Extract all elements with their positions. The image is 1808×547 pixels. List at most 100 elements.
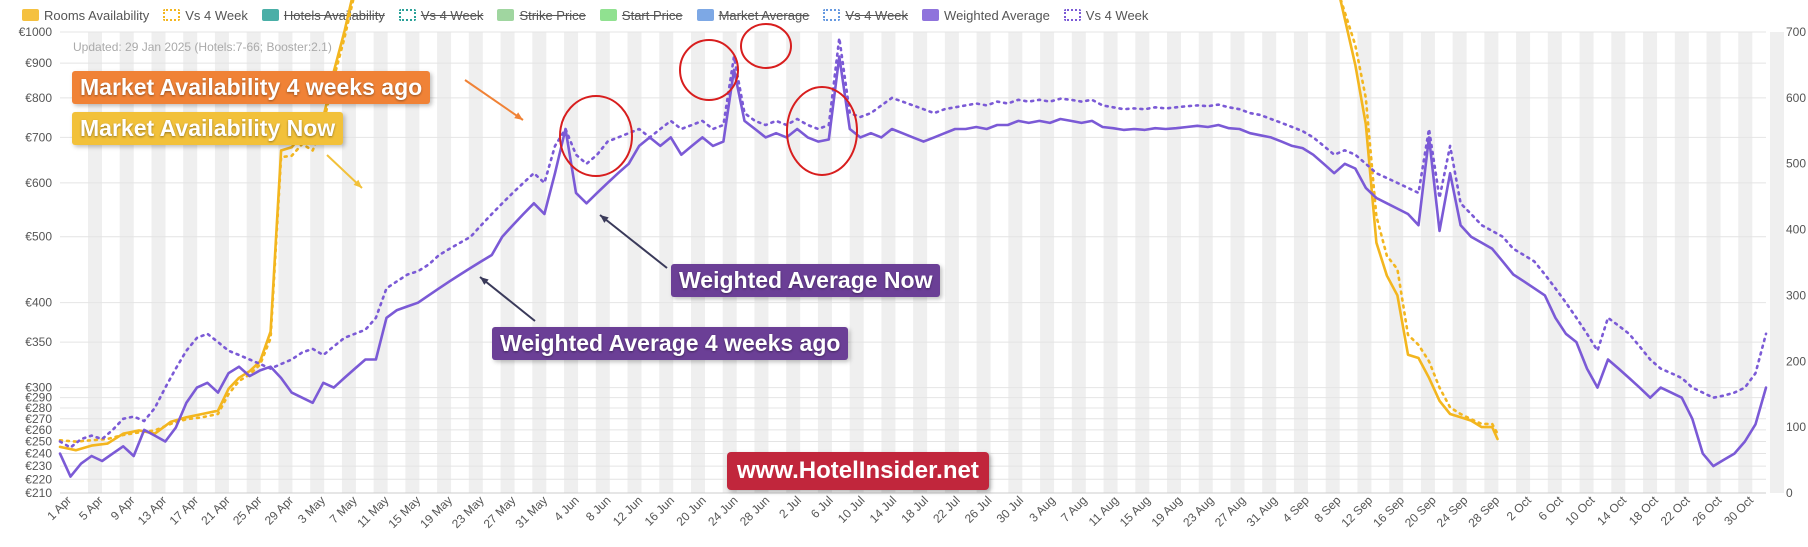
x-tick-label: 16 Sep [1370,493,1407,530]
x-tick-label: 14 Oct [1594,493,1629,528]
weekend-band [1071,32,1086,493]
legend-label: Strike Price [519,7,586,23]
x-tick-label: 24 Sep [1434,493,1471,530]
left-tick-label: €600 [25,176,52,190]
right-tick-label: 300 [1786,288,1806,302]
weekend-band [1484,32,1499,493]
callout-market-4w: Market Availability 4 weeks ago [72,71,431,104]
weekend-band [405,32,420,493]
weekend-band [786,32,801,493]
legend-label: Vs 4 Week [420,7,484,23]
right-tick-label: 400 [1786,223,1806,237]
legend-item[interactable]: Vs 4 Week [163,8,248,23]
weekend-band [595,32,610,493]
arrow-head [480,277,489,285]
callout-weighted-now: Weighted Average Now [671,264,941,297]
weekend-band [881,32,896,493]
weekend-band [1325,32,1340,493]
callout-weighted-4w: Weighted Average 4 weeks ago [492,327,849,360]
legend-swatch [163,9,181,21]
weekend-band [1198,32,1213,493]
x-tick-label: 29 Apr [262,493,296,527]
left-tick-label: €290 [25,391,52,405]
legend-item[interactable]: Vs 4 Week [823,8,908,23]
legend-label: Start Price [621,7,683,23]
legend-label: Weighted Average [944,7,1050,23]
legend-item[interactable]: Market Average [696,7,810,23]
legend-swatch [823,9,841,21]
left-tick-label: €800 [25,91,52,105]
legend-swatch [599,9,617,21]
weekend-band [500,32,515,493]
weekend-band [532,32,547,493]
weekend-band [437,32,452,493]
weekend-band [754,32,769,493]
left-tick-label: €250 [25,434,52,448]
weekend-band [1643,32,1658,493]
right-tick-label: 700 [1786,25,1806,39]
x-tick-label: 3 May [295,493,328,526]
x-tick-label: 7 Aug [1058,493,1090,525]
x-tick-label: 6 Oct [1536,493,1567,524]
legend-label: Rooms Availability [44,7,150,23]
weekend-band [1135,32,1150,493]
highlight-circle [559,95,633,177]
x-tick-label: 30 Jul [994,493,1027,526]
arrow-line [599,214,668,269]
weekend-band [119,32,134,493]
weekend-band [246,32,261,493]
series-line-weighted [58,55,1768,478]
legend-item[interactable]: Weighted Average [922,8,1050,23]
left-tick-label: €210 [25,486,52,500]
legend-item[interactable]: Hotels Availability [261,7,385,23]
weekend-band [1706,32,1721,493]
right-tick-label: 100 [1786,420,1806,434]
x-tick-label: 4 Sep [1280,493,1312,525]
weekend-band [913,32,928,493]
weekend-band [1103,32,1118,493]
right-tick-label: 0 [1786,486,1793,500]
x-tick-label: 26 Jul [962,493,995,526]
weekend-band [1579,32,1594,493]
weekend-band [564,32,579,493]
legend-item[interactable]: Vs 4 Week [398,7,484,23]
legend-swatch [398,9,416,21]
left-tick-label: €1000 [19,25,53,39]
x-tick-label: 25 Apr [230,493,264,527]
legend-item[interactable]: Vs 4 Week [1063,7,1149,23]
weekend-band [944,32,959,493]
weekend-band [373,32,388,493]
arrow-line [464,79,524,121]
x-tick-label: 11 Aug [1086,493,1122,529]
left-tick-label: €240 [25,447,52,461]
x-tick-label: 30 Oct [1721,493,1756,528]
weekend-band [1738,32,1753,493]
legend-label: Vs 4 Week [1085,7,1149,23]
weekend-band [1167,32,1182,493]
x-tick-label: 14 Jul [867,493,900,526]
left-tick-label: €260 [25,423,52,437]
legend-label: Market Average [718,7,810,23]
x-tick-label: 9 Apr [108,493,138,523]
weekend-band [1230,32,1245,493]
x-tick-label: 5 Apr [76,493,106,523]
x-tick-label: 10 Jul [835,493,868,526]
x-tick-label: 15 May [385,493,423,531]
weekend-band [88,32,102,493]
x-tick-label: 28 Jun [737,493,772,528]
weekend-band [1452,32,1467,493]
left-tick-label: €400 [25,296,52,310]
legend-label: Hotels Availability [283,7,385,23]
weekend-band [1389,32,1404,493]
x-tick-label: 27 Aug [1212,493,1248,529]
legend-item[interactable]: Rooms Availability [22,8,149,23]
x-tick-label: 11 May [354,493,391,530]
highlight-circle [740,23,792,69]
weekend-band [849,32,864,493]
x-tick-label: 24 Jun [705,493,740,528]
arrow-head [514,112,523,120]
legend-item[interactable]: Start Price [599,7,683,23]
legend-item[interactable]: Strike Price [497,7,586,23]
x-tick-label: 23 Aug [1180,493,1216,529]
